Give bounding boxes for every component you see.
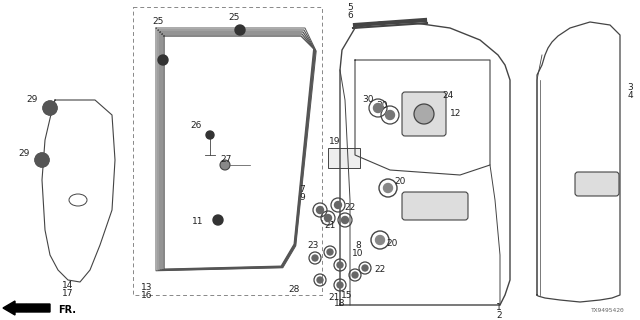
Text: 29: 29 <box>26 95 38 105</box>
Circle shape <box>385 110 394 119</box>
Text: FR.: FR. <box>58 305 76 315</box>
Text: 21: 21 <box>328 293 340 302</box>
Text: 26: 26 <box>190 122 202 131</box>
Text: 13: 13 <box>141 283 153 292</box>
Text: 11: 11 <box>192 218 204 227</box>
Circle shape <box>312 255 318 261</box>
Circle shape <box>43 101 57 115</box>
Circle shape <box>35 153 49 167</box>
FancyBboxPatch shape <box>402 92 446 136</box>
Circle shape <box>335 202 342 209</box>
Bar <box>133 7 322 295</box>
Text: 5: 5 <box>347 3 353 12</box>
Text: 25: 25 <box>228 13 240 22</box>
Circle shape <box>213 215 223 225</box>
Circle shape <box>327 249 333 255</box>
Text: 20: 20 <box>387 239 397 249</box>
Circle shape <box>374 103 383 113</box>
Text: 9: 9 <box>299 194 305 203</box>
Text: 1: 1 <box>496 303 502 313</box>
Text: 2: 2 <box>496 310 502 319</box>
Circle shape <box>317 277 323 283</box>
Circle shape <box>158 55 168 65</box>
Circle shape <box>342 217 349 223</box>
Text: 27: 27 <box>220 156 232 164</box>
Text: 22: 22 <box>344 204 356 212</box>
FancyBboxPatch shape <box>575 172 619 196</box>
Text: 18: 18 <box>334 300 346 308</box>
Text: 30: 30 <box>376 100 388 109</box>
Text: 25: 25 <box>152 18 164 27</box>
Text: 8: 8 <box>355 241 361 250</box>
Circle shape <box>337 282 343 288</box>
Text: 30: 30 <box>362 94 374 103</box>
Circle shape <box>376 236 385 244</box>
Text: 29: 29 <box>19 148 29 157</box>
Circle shape <box>235 25 245 35</box>
Text: 21: 21 <box>324 221 336 230</box>
Text: TX9495420: TX9495420 <box>591 308 625 313</box>
Circle shape <box>414 104 434 124</box>
Circle shape <box>352 272 358 278</box>
Text: 14: 14 <box>62 282 74 291</box>
FancyArrow shape <box>3 301 50 315</box>
Circle shape <box>337 262 343 268</box>
Text: 17: 17 <box>62 290 74 299</box>
Text: 23: 23 <box>307 241 319 250</box>
Text: 12: 12 <box>451 108 461 117</box>
Text: 28: 28 <box>288 285 300 294</box>
Circle shape <box>220 160 230 170</box>
Text: 22: 22 <box>374 266 386 275</box>
FancyBboxPatch shape <box>402 192 468 220</box>
Circle shape <box>362 265 368 271</box>
Circle shape <box>383 183 392 193</box>
Text: 3: 3 <box>627 84 633 92</box>
Circle shape <box>324 214 332 221</box>
Text: 16: 16 <box>141 291 153 300</box>
Text: 4: 4 <box>627 92 633 100</box>
Text: 19: 19 <box>329 138 340 147</box>
Text: 10: 10 <box>352 249 364 258</box>
Circle shape <box>317 206 323 213</box>
Bar <box>328 148 360 168</box>
Text: 6: 6 <box>347 11 353 20</box>
Text: 24: 24 <box>442 91 454 100</box>
Text: 7: 7 <box>299 186 305 195</box>
Text: 20: 20 <box>394 178 406 187</box>
Circle shape <box>206 131 214 139</box>
Text: 15: 15 <box>341 292 353 300</box>
